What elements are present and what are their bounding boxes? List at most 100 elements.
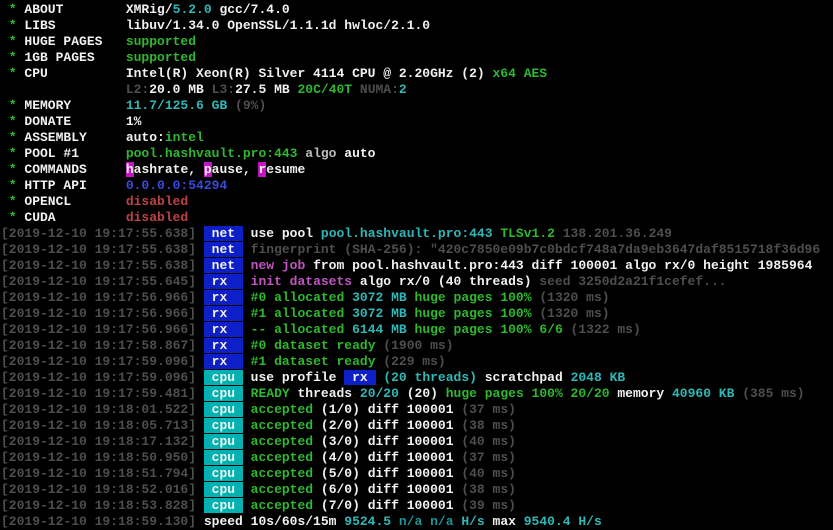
- cpu-tag: cpu: [203, 402, 243, 417]
- text-segment: libuv/1.34.0 OpenSSL/1.1.1d hwloc/2.1.0: [125, 18, 431, 33]
- cpu-tag: cpu: [203, 498, 243, 513]
- config-line-about: * ABOUT XMRig/5.2.0 gcc/7.4.0: [1, 2, 833, 18]
- cpu-tag: cpu: [203, 370, 243, 385]
- text-segment: (39 ms): [461, 498, 516, 513]
- text-segment: (37 ms): [461, 450, 516, 465]
- config-line-cuda: * CUDA disabled: [1, 210, 833, 226]
- text-segment: 3072 MB: [352, 290, 415, 305]
- text-segment: memory: [617, 386, 672, 401]
- timestamp: [2019-12-10 19:17:55.638]: [1, 242, 204, 257]
- text-segment: (9%): [235, 98, 267, 113]
- text-segment: (38 ms): [461, 482, 516, 497]
- text-segment: 20/20: [359, 386, 407, 401]
- text-segment: (4/0) diff 100001: [320, 450, 462, 465]
- timestamp: [2019-12-10 19:18:52.016]: [1, 482, 204, 497]
- text-segment: 1%: [125, 114, 142, 129]
- text-segment: accepted: [250, 466, 321, 481]
- bullet-star: *: [1, 50, 25, 65]
- text-segment: auto:: [125, 130, 165, 145]
- timestamp: [2019-12-10 19:17:56.966]: [1, 306, 204, 321]
- config-label: OPENCL: [24, 194, 126, 209]
- text-segment: Intel(R) Xeon(R) Silver 4114 CPU @ 2.20G…: [125, 66, 493, 81]
- text-segment: 2: [398, 82, 407, 97]
- text-segment: seed 3250d2a21f1cefef...: [539, 274, 727, 289]
- text-segment: (1900 ms): [383, 338, 454, 353]
- log-line-init-datasets: [2019-12-10 19:17:55.645] rx init datase…: [1, 274, 833, 290]
- rx-tag: rx: [203, 306, 243, 321]
- config-line-http-api: * HTTP API 0.0.0.0:54294: [1, 178, 833, 194]
- log-line-accepted-4: [2019-12-10 19:18:50.950] cpu accepted (…: [1, 450, 833, 466]
- bullet-star: *: [1, 34, 25, 49]
- text-segment: XMRig/: [125, 2, 173, 17]
- text-segment: [243, 322, 251, 337]
- log-line-use-profile: [2019-12-10 19:17:59.096] cpu use profil…: [1, 370, 833, 386]
- timestamp: [2019-12-10 19:18:17.132]: [1, 434, 204, 449]
- text-segment: L2:: [125, 82, 150, 97]
- text-segment: 5.2.0: [172, 2, 212, 17]
- config-line-1gb-pages: * 1GB PAGES supported: [1, 50, 833, 66]
- text-segment: threads: [289, 386, 360, 401]
- text-segment: ashrate,: [133, 162, 204, 177]
- text-segment: accepted: [250, 482, 321, 497]
- text-segment: algo: [305, 146, 345, 161]
- log-line-allocated-0: [2019-12-10 19:17:56.966] rx #0 allocate…: [1, 290, 833, 306]
- cpu-tag: cpu: [203, 450, 243, 465]
- text-segment: [243, 274, 251, 289]
- net-tag: net: [203, 226, 243, 241]
- text-segment: #1 dataset ready: [250, 354, 384, 369]
- text-segment: (1/0) diff 100001: [320, 402, 462, 417]
- text-segment: NUMA:: [359, 82, 399, 97]
- rx-tag: rx: [203, 290, 243, 305]
- log-line-dataset-ready-1: [2019-12-10 19:17:59.096] rx #1 dataset …: [1, 354, 833, 370]
- text-segment: pool.hashvault.pro:443: [125, 146, 306, 161]
- cpu-tag: cpu: [203, 434, 243, 449]
- log-line-dataset-ready-0: [2019-12-10 19:17:58.867] rx #0 dataset …: [1, 338, 833, 354]
- timestamp: [2019-12-10 19:17:55.638]: [1, 258, 204, 273]
- text-segment: [243, 434, 251, 449]
- config-label: ABOUT: [24, 2, 126, 17]
- text-segment: (3/0) diff 100001: [320, 434, 462, 449]
- timestamp: [2019-12-10 19:18:50.950]: [1, 450, 204, 465]
- bullet-star: *: [1, 194, 25, 209]
- text-segment: scratchpad: [484, 370, 571, 385]
- text-segment: (1322 ms): [570, 322, 641, 337]
- text-segment: [243, 418, 251, 433]
- text-segment: [243, 226, 251, 241]
- text-segment: [243, 370, 251, 385]
- text-segment: (2/0) diff 100001: [320, 418, 462, 433]
- timestamp: [2019-12-10 19:17:56.966]: [1, 322, 204, 337]
- text-segment: from pool.hashvault.pro:443 diff 100001 …: [305, 258, 813, 273]
- text-segment: [243, 242, 251, 257]
- text-segment: 27.5 MB: [235, 82, 298, 97]
- bullet-star: *: [1, 18, 25, 33]
- text-segment: (40 ms): [461, 466, 516, 481]
- text-segment: (20 threads): [375, 370, 485, 385]
- text-segment: speed 10s/60s/15m: [203, 514, 345, 529]
- bullet-star: *: [1, 210, 25, 225]
- log-line-accepted-3: [2019-12-10 19:18:17.132] cpu accepted (…: [1, 434, 833, 450]
- text-segment: 3072 MB: [352, 306, 415, 321]
- text-segment: auto: [344, 146, 376, 161]
- text-segment: #0 allocated: [250, 290, 353, 305]
- text-segment: n/a n/a: [398, 514, 462, 529]
- timestamp: [2019-12-10 19:18:01.522]: [1, 402, 204, 417]
- config-line-pool: * POOL #1 pool.hashvault.pro:443 algo au…: [1, 146, 833, 162]
- text-segment: [243, 466, 251, 481]
- text-segment: intel: [164, 130, 204, 145]
- text-segment: pool.hashvault.pro:443: [320, 226, 501, 241]
- text-segment: READY: [250, 386, 290, 401]
- text-segment: esume: [266, 162, 306, 177]
- text-segment: disabled: [125, 210, 189, 225]
- text-segment: huge pages 100% 6/6: [414, 322, 571, 337]
- timestamp: [2019-12-10 19:18:05.713]: [1, 418, 204, 433]
- text-segment: (229 ms): [383, 354, 446, 369]
- log-line-allocated-total: [2019-12-10 19:17:56.966] rx -- allocate…: [1, 322, 833, 338]
- config-line-cpu: * CPU Intel(R) Xeon(R) Silver 4114 CPU @…: [1, 66, 833, 82]
- text-segment: #1 allocated: [250, 306, 353, 321]
- log-line-fingerprint: [2019-12-10 19:17:55.638] net fingerprin…: [1, 242, 833, 258]
- text-segment: (5/0) diff 100001: [320, 466, 462, 481]
- text-segment: huge pages 100%: [414, 290, 540, 305]
- text-segment: #0 dataset ready: [250, 338, 384, 353]
- text-segment: [1, 82, 126, 97]
- text-segment: init datasets: [250, 274, 353, 289]
